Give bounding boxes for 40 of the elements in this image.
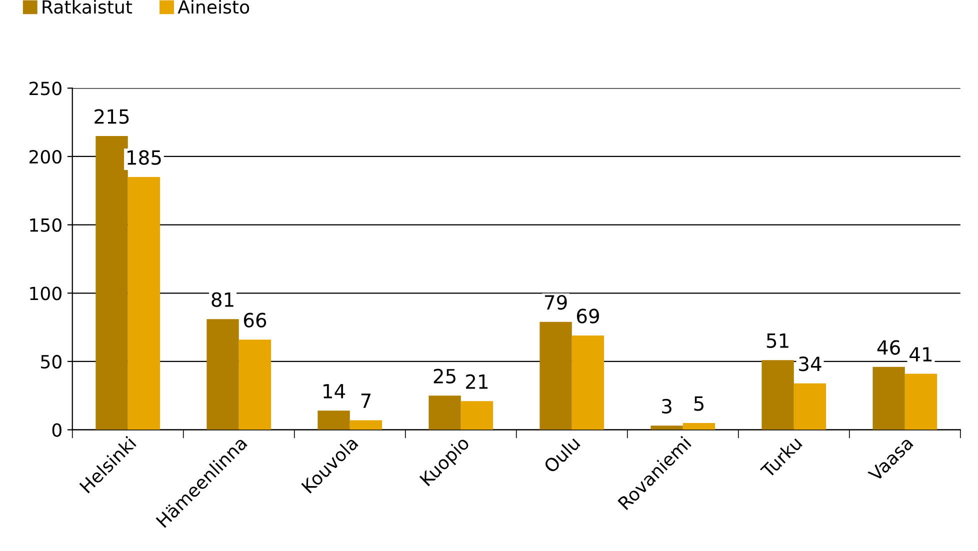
legend-label: Aineisto (178, 0, 250, 14)
data-label: 215 (94, 109, 129, 124)
bar (540, 322, 572, 430)
bar (794, 383, 826, 430)
data-label: 51 (766, 334, 788, 348)
bar (682, 422, 716, 430)
data-label: 34 (799, 356, 822, 372)
bar (650, 426, 683, 430)
data-label: 46 (877, 340, 900, 355)
bar (428, 396, 461, 430)
data-label: 66 (244, 312, 266, 328)
y-tick-label: 100 (30, 286, 62, 300)
bar (206, 319, 239, 430)
legend-label: Ratkaistut (42, 0, 132, 14)
data-label: 25 (434, 368, 456, 384)
data-label: 41 (910, 347, 932, 362)
bar (238, 340, 272, 430)
y-tick-label: 150 (30, 218, 62, 232)
y-tick-label: 0 (52, 423, 62, 437)
data-label: 7 (361, 394, 370, 408)
bar (872, 366, 905, 430)
data-label: 3 (662, 398, 672, 414)
bar (350, 420, 382, 430)
data-label: 185 (128, 150, 161, 165)
data-label: 79 (545, 295, 567, 310)
y-tick-label: 200 (30, 150, 62, 164)
bar (96, 136, 128, 430)
bar (762, 360, 794, 430)
data-label: 5 (694, 396, 704, 411)
bar (904, 374, 938, 430)
data-label: 81 (212, 292, 234, 307)
bar (318, 410, 350, 430)
bar (128, 176, 160, 430)
data-label: 14 (324, 384, 346, 398)
bar (460, 401, 494, 430)
y-tick-label: 250 (30, 82, 62, 96)
y-tick-label: 50 (41, 354, 62, 369)
data-label: 69 (576, 308, 599, 324)
data-label: 21 (466, 374, 488, 389)
bar (572, 335, 604, 430)
